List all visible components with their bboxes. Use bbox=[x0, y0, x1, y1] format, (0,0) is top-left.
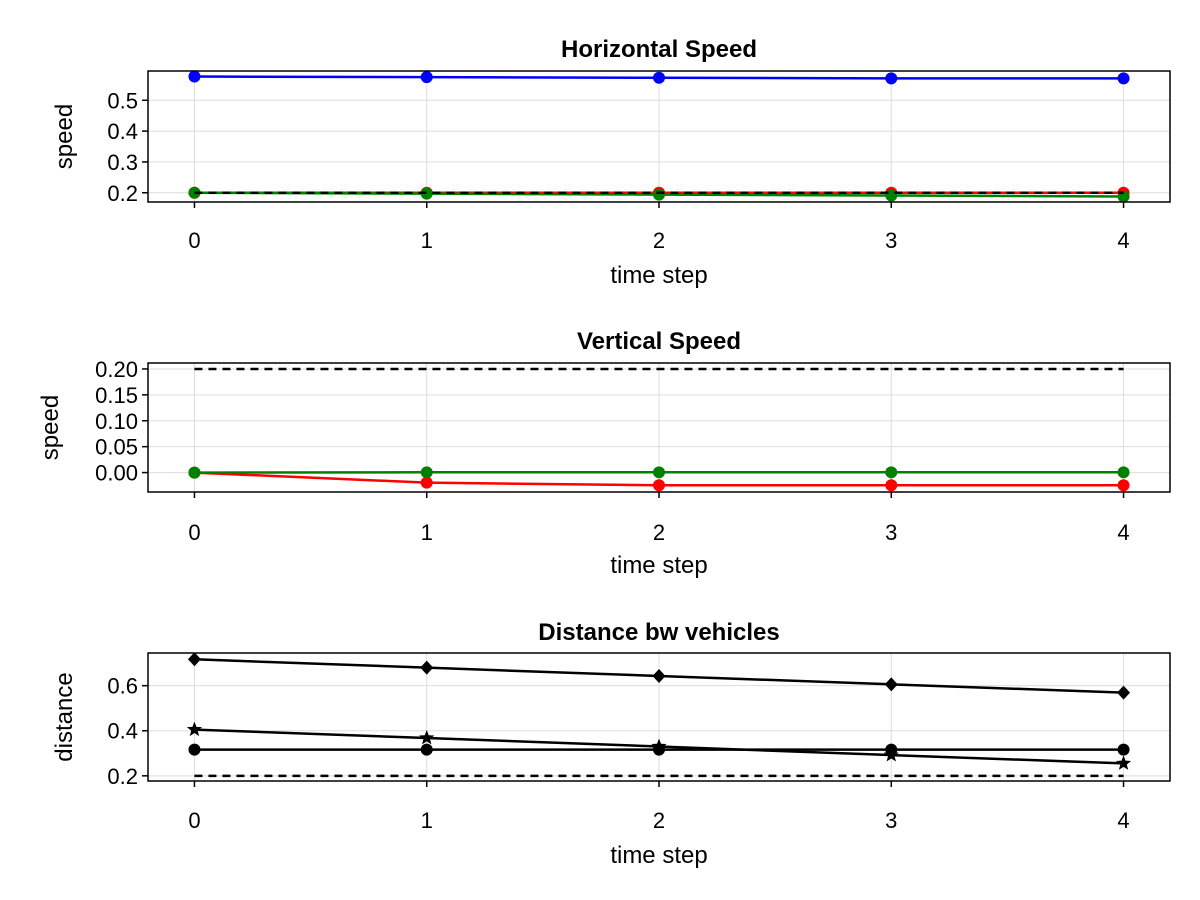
x-tick-label: 3 bbox=[885, 808, 897, 833]
data-point bbox=[419, 729, 435, 745]
data-point bbox=[420, 187, 433, 200]
data-point bbox=[1117, 685, 1131, 700]
data-point bbox=[1117, 466, 1130, 479]
chart-panel-2: 0 1 2 3 4 0.000.050.100.150.20 Vertical Speed t… bbox=[37, 328, 1171, 579]
x-tick-label: 3 bbox=[885, 228, 897, 253]
data-point bbox=[420, 660, 434, 675]
data-point bbox=[187, 652, 201, 667]
x-tick-label: 1 bbox=[421, 520, 433, 545]
y-axis-label: distance bbox=[51, 672, 78, 761]
y-tick-label: 0.00 bbox=[95, 461, 138, 486]
x-tick-label: 1 bbox=[421, 228, 433, 253]
chart-panel-1: 0 1 2 3 4 0.2 0.3 0.4 0.5 Horizontal Speed time st… bbox=[51, 36, 1171, 289]
data-point bbox=[885, 743, 898, 756]
data-point bbox=[188, 70, 201, 83]
y-tick-label: 0.15 bbox=[95, 383, 138, 408]
x-axis-label: time step bbox=[610, 842, 707, 869]
data-point bbox=[884, 677, 898, 692]
data-point bbox=[885, 72, 898, 85]
data-point bbox=[188, 743, 201, 756]
data-point bbox=[885, 479, 898, 492]
x-tick-label: 2 bbox=[653, 228, 665, 253]
x-axis-label: time step bbox=[610, 552, 707, 579]
y-tick-label: 0.4 bbox=[107, 119, 138, 144]
x-tick-label: 4 bbox=[1117, 228, 1129, 253]
data-point bbox=[420, 476, 433, 489]
y-tick-label: 0.05 bbox=[95, 435, 138, 460]
x-tick-label: 4 bbox=[1117, 520, 1129, 545]
x-tick-label: 3 bbox=[885, 520, 897, 545]
data-point bbox=[653, 71, 665, 84]
data-point bbox=[1117, 743, 1130, 756]
y-tick-label: 0.2 bbox=[107, 764, 138, 789]
data-point bbox=[420, 71, 433, 84]
y-tick-label: 0.2 bbox=[107, 181, 138, 206]
x-tick-label: 2 bbox=[653, 520, 665, 545]
data-point bbox=[653, 466, 665, 479]
x-tick-label: 0 bbox=[188, 228, 200, 253]
chart-panel-3: 0 1 2 3 4 0.2 0.4 0.6 Distance bw vehicles time s… bbox=[51, 619, 1171, 869]
data-point bbox=[420, 743, 433, 756]
x-axis-label: time step bbox=[610, 262, 707, 289]
y-tick-label: 0.20 bbox=[95, 357, 138, 382]
data-point bbox=[1115, 755, 1132, 770]
data-point bbox=[188, 466, 201, 479]
data-point bbox=[653, 188, 665, 201]
chart-title: Horizontal Speed bbox=[561, 36, 757, 63]
y-tick-label: 0.4 bbox=[107, 719, 138, 744]
data-point bbox=[885, 466, 898, 479]
data-point bbox=[420, 466, 433, 479]
x-tick-label: 2 bbox=[653, 808, 665, 833]
data-point bbox=[653, 743, 665, 756]
y-axis-label: speed bbox=[51, 104, 78, 169]
y-tick-label: 0.3 bbox=[107, 150, 138, 175]
data-point bbox=[652, 668, 666, 683]
data-point bbox=[885, 189, 898, 202]
x-tick-label: 0 bbox=[188, 520, 200, 545]
data-point bbox=[186, 721, 203, 737]
x-tick-label: 4 bbox=[1117, 808, 1129, 833]
y-axis-label: speed bbox=[37, 395, 64, 460]
chart-title: Distance bw vehicles bbox=[538, 619, 779, 646]
x-tick-label: 0 bbox=[188, 808, 200, 833]
y-tick-label: 0.10 bbox=[95, 409, 138, 434]
x-tick-label: 1 bbox=[421, 808, 433, 833]
data-point bbox=[1117, 479, 1130, 492]
data-point bbox=[1117, 72, 1130, 85]
data-point bbox=[653, 479, 665, 492]
y-tick-label: 0.6 bbox=[107, 674, 138, 699]
y-tick-label: 0.5 bbox=[107, 88, 138, 113]
chart-title: Vertical Speed bbox=[577, 328, 741, 355]
